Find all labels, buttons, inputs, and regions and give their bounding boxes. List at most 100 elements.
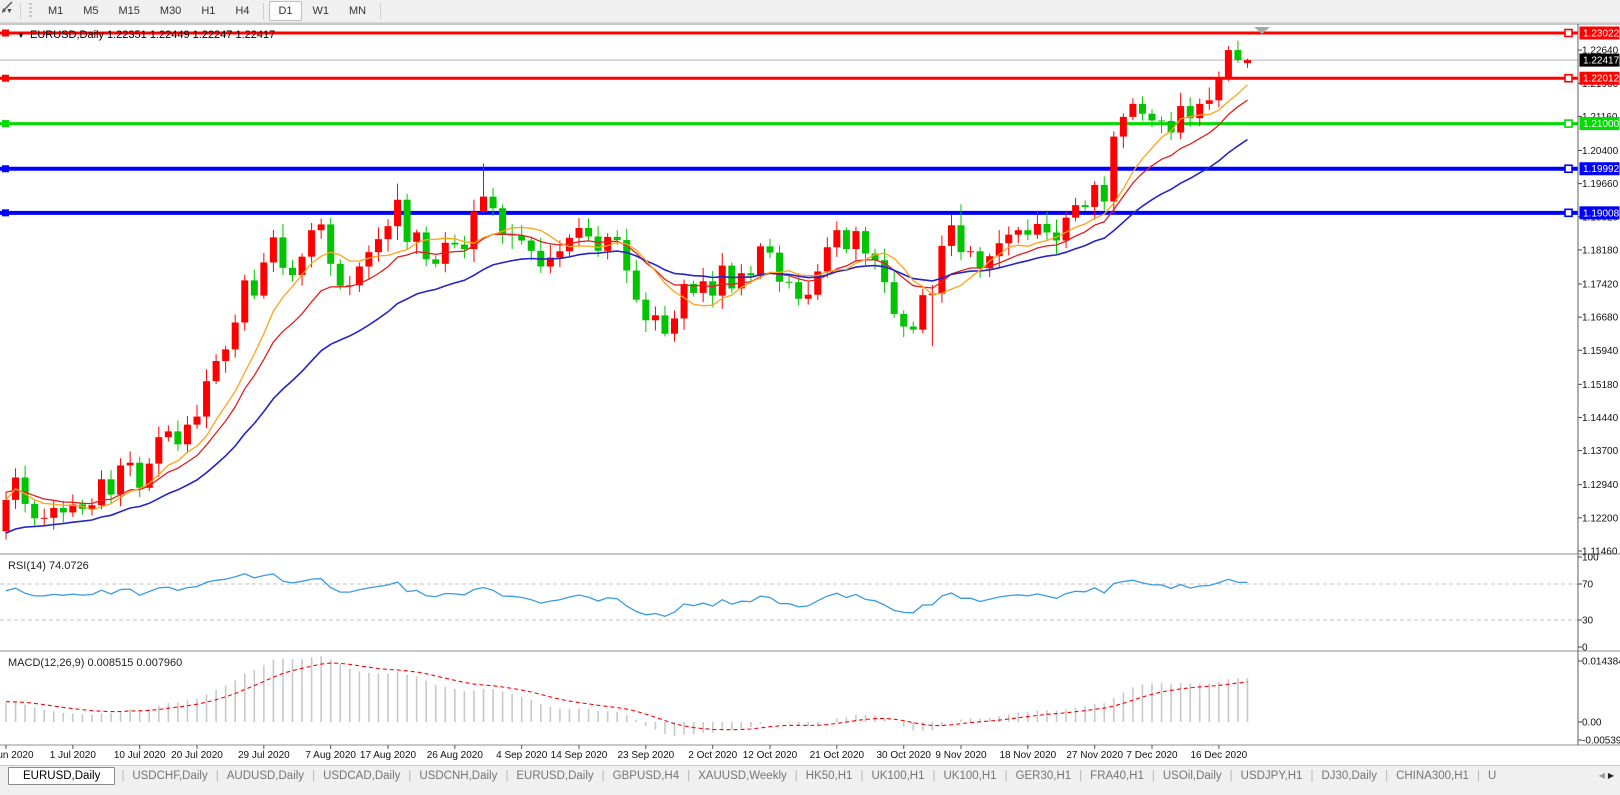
candle — [413, 232, 421, 242]
date-axis-label: 9 Nov 2020 — [935, 750, 987, 761]
date-axis-label: 20 Jul 2020 — [171, 750, 223, 761]
candle — [795, 282, 803, 299]
chart-tab-bar: EURUSD,Daily | USDCHF,Daily | AUDUSD,Daily | U… — [0, 765, 1620, 795]
date-axis-label: 30 Oct 2020 — [876, 750, 931, 761]
chart-tab-usdcad-daily[interactable]: USDCAD,Daily — [323, 770, 401, 782]
chart-tab-usdcnh-daily[interactable]: USDCNH,Daily — [419, 770, 498, 782]
timeframe-button-m5[interactable]: M5 — [83, 5, 99, 17]
tab-separator: | — [1004, 770, 1008, 782]
candle — [145, 463, 153, 488]
candle — [604, 236, 612, 251]
chart-tab-xauusd-weekly[interactable]: XAUUSD,Weekly — [698, 770, 787, 782]
date-axis-label: 2 Oct 2020 — [688, 750, 737, 761]
hline-right-handle[interactable] — [1564, 28, 1573, 38]
chart-tab-uk100-h1[interactable]: UK100,H1 — [871, 770, 925, 782]
timeframe-button-h1[interactable]: H1 — [201, 5, 216, 17]
hline-right-handle[interactable] — [1564, 164, 1573, 174]
chart-tab-china300-h1[interactable]: CHINA300,H1 — [1396, 770, 1469, 782]
candle — [260, 262, 268, 296]
candle — [623, 240, 631, 271]
chart-tab-eurusd-daily[interactable]: EURUSD,Daily — [8, 767, 116, 785]
candle — [709, 281, 717, 296]
hline-right-handle[interactable] — [1564, 73, 1573, 83]
chart-tab-fra40-h1[interactable]: FRA40,H1 — [1090, 770, 1144, 782]
chart-tab-usdchf-daily[interactable]: USDCHF,Daily — [132, 770, 208, 782]
price-badge-1.19992-bg — [1579, 162, 1620, 176]
candle — [890, 282, 898, 314]
timeframe-button-mn[interactable]: MN — [349, 5, 367, 17]
hline-right-handle[interactable] — [1564, 119, 1573, 128]
chart-tab-usoil-daily[interactable]: USOil,Daily — [1162, 770, 1222, 782]
timeframe-button-d1[interactable]: D1 — [269, 1, 302, 21]
chart-tab-usdjpy-h1[interactable]: USDJPY,H1 — [1240, 770, 1303, 782]
candle — [1224, 50, 1232, 80]
candle — [986, 256, 994, 269]
candle — [1138, 103, 1146, 114]
rsi-axis-label: 100 — [1582, 553, 1599, 564]
hline-left-handle[interactable] — [2, 120, 9, 128]
hline-left-handle[interactable] — [2, 74, 9, 82]
hline-left-handle[interactable] — [2, 29, 9, 37]
tab-separator: | — [1229, 770, 1233, 782]
hline-right-handle[interactable] — [1564, 208, 1573, 218]
chart-tab-eurusd-daily[interactable]: EURUSD,Daily — [516, 770, 594, 782]
price-badge-1.21000: 1.21000 — [1583, 119, 1620, 130]
hline-left-handle[interactable] — [2, 165, 9, 173]
tab-separator: | — [1151, 770, 1155, 782]
candle — [680, 283, 688, 319]
candle — [862, 231, 869, 254]
chart-tab-ger30-h1[interactable]: GER30,H1 — [1015, 770, 1072, 782]
candle — [1167, 120, 1175, 133]
candle — [250, 280, 258, 296]
date-axis-label: 22 Jun 2020 — [0, 750, 34, 761]
candle — [556, 251, 564, 258]
timeframe-button-m1[interactable]: M1 — [47, 5, 64, 17]
date-axis-label: 4 Sep 2020 — [496, 750, 548, 761]
date-axis-label: 7 Aug 2020 — [305, 750, 356, 761]
timeframe-button-w1[interactable]: W1 — [312, 5, 330, 17]
candle — [69, 504, 77, 513]
chart-tab-hk50-h1[interactable]: HK50,H1 — [805, 770, 853, 782]
candle — [231, 322, 239, 350]
candle — [394, 199, 402, 227]
date-axis-label: 17 Aug 2020 — [360, 750, 417, 761]
macd-axis-label: 0.00 — [1582, 718, 1602, 729]
symbol-dropdown-icon[interactable]: ▼ — [17, 31, 25, 40]
candle — [1244, 60, 1251, 64]
candle — [833, 230, 841, 248]
cursor-tool-button[interactable]: ▼ — [0, 1, 16, 16]
timeframe-button-m15[interactable]: M15 — [118, 5, 140, 17]
price-badge-1.23022-bg — [1579, 26, 1620, 40]
price-axis-label: 1.12940 — [1582, 480, 1619, 491]
candle — [671, 318, 678, 334]
hline-left-handle[interactable] — [2, 209, 9, 217]
chart-tab-dj30-daily[interactable]: DJ30,Daily — [1321, 770, 1378, 782]
tab-scroll-left-icon[interactable]: ◀ — [1598, 771, 1608, 780]
tab-scroll-right-icon[interactable]: ▶ — [1607, 771, 1617, 780]
chart-tab-u[interactable]: U — [1487, 770, 1497, 782]
chart-tab-gbpusd-h4[interactable]: GBPUSD,H4 — [612, 770, 680, 782]
candle — [355, 266, 363, 286]
candle — [1215, 79, 1223, 101]
candle — [613, 236, 621, 241]
candle — [823, 247, 831, 272]
date-axis-label: 18 Nov 2020 — [999, 750, 1056, 761]
chart-tab-audusd-daily[interactable]: AUDUSD,Daily — [226, 770, 305, 782]
candle — [336, 263, 344, 286]
chart-tab-uk100-h1[interactable]: UK100,H1 — [943, 770, 997, 782]
toolbar-grip[interactable] — [28, 3, 32, 19]
price-axis-label: 1.18180 — [1582, 245, 1619, 256]
candle — [308, 230, 316, 257]
candle — [183, 424, 191, 445]
timeframe-button-h4[interactable]: H4 — [235, 5, 250, 17]
tab-separator: | — [312, 770, 316, 782]
tool-dropdown-caret-icon[interactable]: ▼ — [6, 7, 13, 15]
date-axis-label: 1 Jul 2020 — [50, 750, 97, 761]
candle — [881, 260, 889, 283]
timeframe-button-m30[interactable]: M30 — [159, 5, 182, 17]
candle — [852, 231, 860, 250]
candle — [785, 281, 793, 283]
candle — [2, 499, 10, 532]
candle — [1014, 230, 1022, 235]
